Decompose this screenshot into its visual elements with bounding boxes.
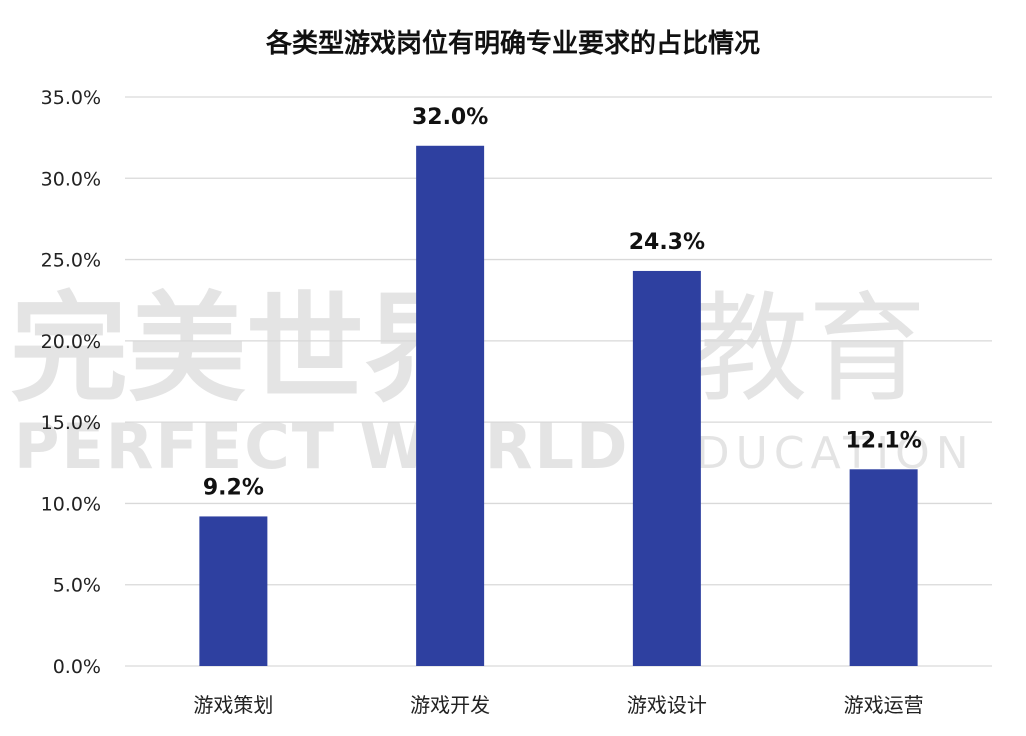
watermark-cn-left: 完美世界 bbox=[10, 280, 482, 418]
y-tick-label: 20.0% bbox=[41, 331, 101, 353]
watermark-cn-right: 教育 bbox=[690, 280, 926, 418]
watermark-en-left: PERFECT WORLD bbox=[14, 410, 629, 483]
data-label: 24.3% bbox=[629, 230, 705, 255]
x-category-label: 游戏策划 bbox=[193, 693, 273, 717]
data-label: 9.2% bbox=[203, 475, 264, 500]
y-axis-ticks: 0.0% 5.0% 10.0% 15.0% 20.0% 25.0% 30.0% 35.0% bbox=[41, 87, 101, 678]
y-tick-label: 5.0% bbox=[53, 575, 101, 597]
y-tick-label: 10.0% bbox=[41, 493, 101, 515]
bar bbox=[849, 469, 918, 666]
bar bbox=[632, 270, 701, 666]
bars bbox=[199, 145, 918, 666]
x-category-label: 游戏开发 bbox=[410, 693, 490, 717]
y-tick-label: 30.0% bbox=[41, 168, 101, 190]
chart-title: 各类型游戏岗位有明确专业要求的占比情况 bbox=[265, 28, 760, 59]
grid-lines bbox=[125, 96, 992, 667]
x-category-label: 游戏运营 bbox=[844, 693, 924, 717]
watermark-en-right: EDUCATION bbox=[662, 428, 975, 479]
data-label: 32.0% bbox=[412, 105, 488, 130]
x-axis-categories: 游戏策划 游戏开发 游戏设计 游戏运营 bbox=[193, 693, 923, 717]
data-label: 12.1% bbox=[845, 428, 921, 453]
y-tick-label: 25.0% bbox=[41, 250, 101, 272]
y-tick-label: 0.0% bbox=[53, 656, 101, 678]
y-tick-label: 35.0% bbox=[41, 87, 101, 109]
x-category-label: 游戏设计 bbox=[627, 693, 707, 717]
value-labels: 9.2% 32.0% 24.3% 12.1% bbox=[203, 105, 922, 501]
bar bbox=[199, 516, 268, 666]
watermark: 完美世界 教育 PERFECT WORLD EDUCATION bbox=[10, 280, 975, 483]
bar bbox=[416, 145, 485, 666]
y-tick-label: 15.0% bbox=[41, 412, 101, 434]
